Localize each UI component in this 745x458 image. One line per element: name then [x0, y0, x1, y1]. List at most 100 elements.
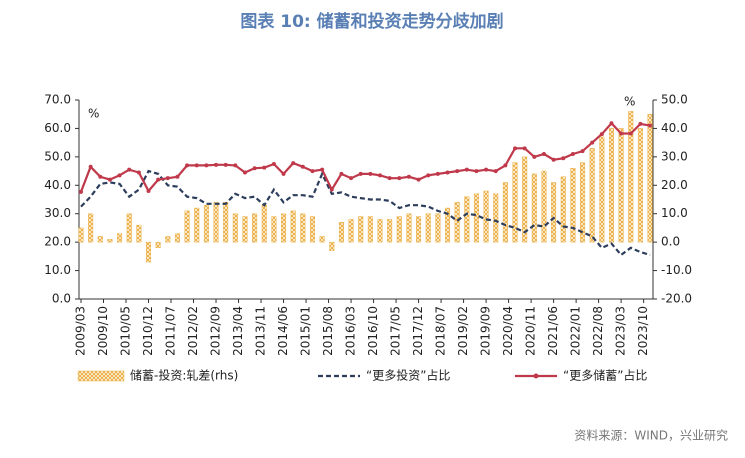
marker [590, 140, 595, 145]
x-tick-label: 2013/04 [231, 306, 245, 356]
bar [223, 202, 229, 243]
marker [377, 173, 382, 178]
y2-tick-label: -20.0 [661, 292, 692, 306]
y2-tick-label: 10.0 [661, 206, 688, 220]
y-tick-label: 30.0 [44, 206, 71, 220]
bar [358, 216, 364, 243]
y-tick-label: 10.0 [44, 263, 71, 277]
y-tick-label: 0.0 [52, 292, 71, 306]
marker [127, 167, 132, 172]
x-tick-label: 2010/12 [141, 306, 155, 356]
bar [97, 236, 103, 243]
bar [570, 168, 576, 243]
marker [628, 131, 633, 136]
marker [513, 146, 518, 151]
bar [647, 114, 653, 243]
bar [502, 182, 508, 243]
marker [233, 163, 238, 168]
bar [445, 207, 451, 243]
marker [252, 166, 257, 171]
y2-tick-label: 20.0 [661, 178, 688, 192]
bar [252, 213, 258, 243]
y-tick-label: 50.0 [44, 149, 71, 163]
marker [136, 170, 141, 175]
bar [309, 216, 315, 243]
marker [291, 161, 296, 166]
x-tick-label: 2016/10 [366, 306, 380, 356]
marker [368, 171, 373, 176]
marker [310, 169, 315, 174]
marker [455, 169, 460, 174]
y-tick-label: 40.0 [44, 178, 71, 192]
x-tick-label: 2013/11 [254, 306, 268, 356]
x-tick-label: 2017/12 [411, 306, 425, 356]
bar [589, 148, 595, 243]
bar [203, 204, 209, 243]
bar [174, 233, 180, 243]
marker [358, 171, 363, 176]
marker [242, 170, 247, 175]
bar [213, 202, 219, 243]
bar [377, 219, 383, 243]
legend-marker [533, 373, 539, 379]
bar [473, 193, 479, 243]
marker [185, 163, 190, 168]
x-tick-label: 2020/04 [501, 306, 515, 356]
marker [522, 146, 527, 151]
x-tick-label: 2010/05 [119, 306, 133, 356]
marker [107, 177, 112, 182]
bar [560, 176, 566, 243]
marker [117, 173, 122, 178]
chart-title: 图表 10: 储蓄和投资走势分歧加剧 [240, 11, 503, 32]
marker [532, 154, 537, 159]
bar [136, 224, 142, 243]
marker [464, 167, 469, 172]
bar [608, 128, 614, 243]
y2-tick-label: 50.0 [661, 93, 688, 107]
marker [349, 176, 354, 181]
marker [416, 177, 421, 182]
y2-tick-label: -10.0 [661, 263, 692, 277]
marker [175, 174, 180, 179]
bar [88, 213, 94, 243]
y-tick-label: 20.0 [44, 235, 71, 249]
x-tick-label: 2020/11 [524, 306, 538, 356]
bar [281, 213, 287, 243]
marker [214, 162, 219, 167]
bar [146, 241, 152, 263]
bar [464, 196, 470, 243]
line [80, 169, 651, 257]
y2-unit: % [624, 95, 635, 109]
y2-tick-label: 40.0 [661, 121, 688, 135]
legend-label: “更多投资”占比 [366, 368, 450, 383]
x-tick-label: 2023/03 [614, 306, 628, 356]
marker [493, 169, 498, 174]
bar [117, 233, 123, 243]
y2-tick-label: 30.0 [661, 149, 688, 163]
marker [599, 132, 604, 137]
marker [397, 176, 402, 181]
y-unit: % [88, 107, 99, 121]
bar [637, 128, 643, 243]
marker [387, 176, 392, 181]
bar [367, 216, 373, 243]
marker [445, 170, 450, 175]
bar [531, 173, 537, 243]
bar [184, 210, 190, 243]
bar [319, 236, 325, 243]
bar [435, 213, 441, 243]
x-tick-label: 2022/08 [591, 306, 605, 356]
x-tick-label: 2012/09 [209, 306, 223, 356]
marker [165, 176, 170, 181]
marker [271, 161, 276, 166]
marker [541, 152, 546, 157]
x-tick-label: 2019/09 [479, 306, 493, 356]
bar [338, 222, 344, 243]
marker [551, 157, 556, 162]
marker [88, 164, 93, 169]
x-tick-label: 2022/01 [569, 306, 583, 356]
bar [551, 182, 557, 243]
y-tick-label: 70.0 [44, 93, 71, 107]
bar [126, 213, 132, 243]
